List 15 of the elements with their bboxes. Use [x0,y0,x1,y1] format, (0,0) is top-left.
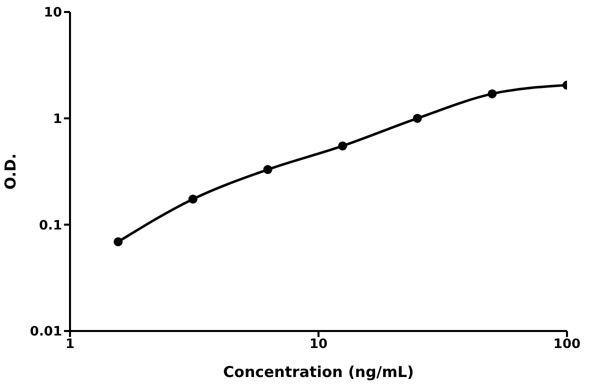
x-axis-title: Concentration (ng/mL) [223,363,414,381]
y-tick-label: 0.01 [30,324,62,340]
point [488,89,497,98]
x-tick-label: 1 [65,337,75,352]
y-tick-label: 0.1 [38,218,62,234]
point [188,194,198,204]
y-tick-label: 1 [52,112,62,127]
point [263,165,272,174]
y-tick-label: 10 [44,6,62,21]
x-tick-label: 10 [309,337,328,352]
point [114,237,123,246]
x-tick-label: 100 [553,337,581,352]
y-axis-title: O.D. [1,153,20,190]
point [338,141,348,150]
point [412,114,422,123]
